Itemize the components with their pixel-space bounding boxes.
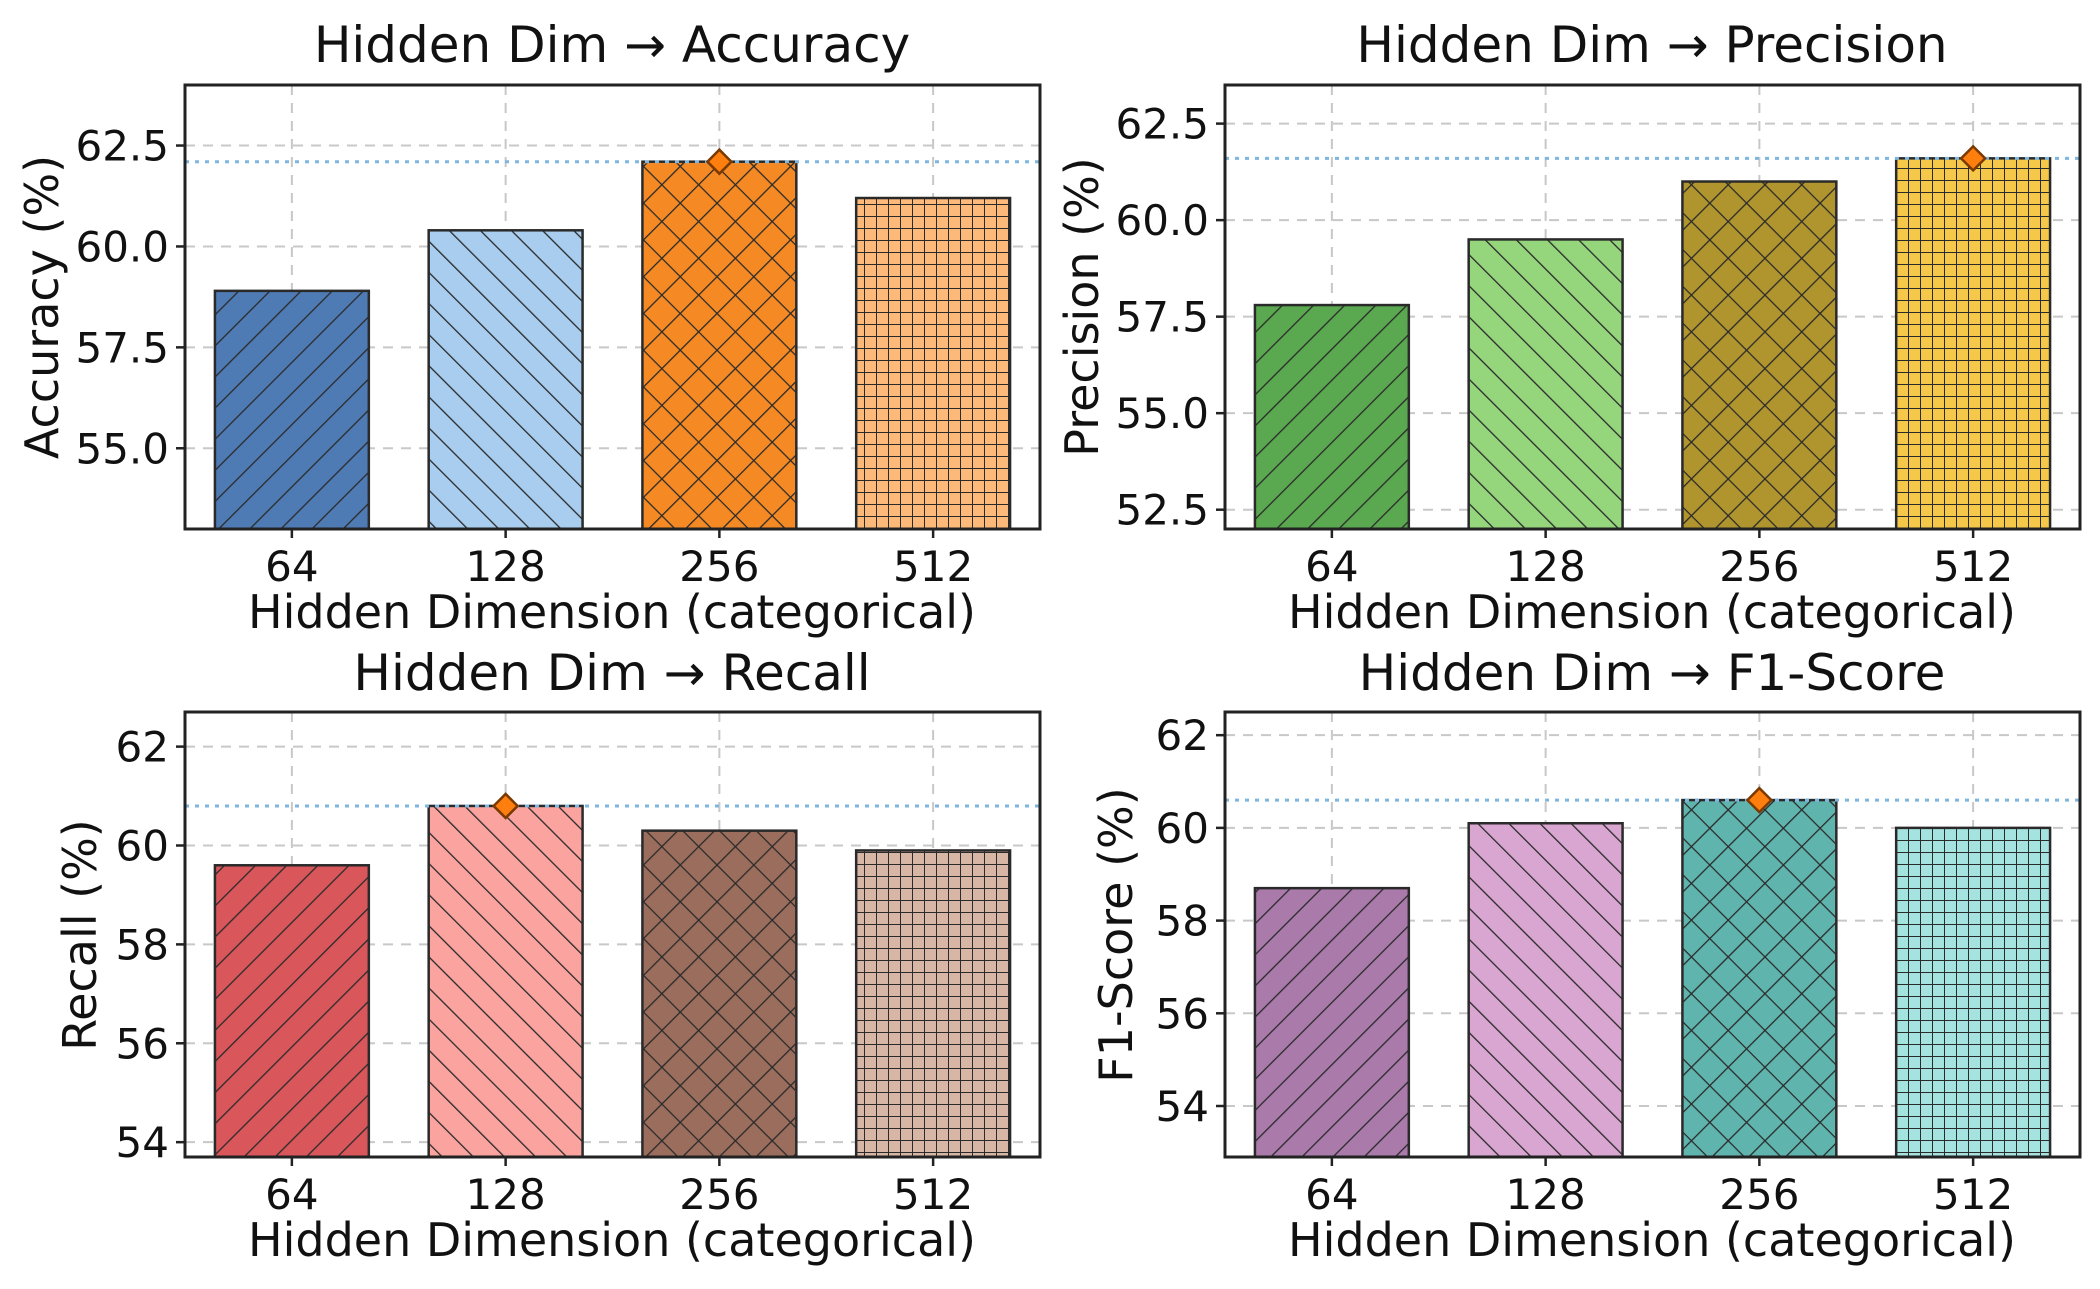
y-axis-label: Accuracy (%) [15,155,69,459]
bar-hatch-256 [641,160,798,531]
x-tick-label: 256 [1719,542,1799,591]
bar-hatch-64 [213,864,371,1159]
x-tick-label: 512 [893,1170,973,1219]
bar-hatch-256 [641,829,798,1159]
x-tick-label: 512 [1933,1170,2013,1219]
x-tick-label: 64 [265,542,318,591]
bar-hatch-256 [1681,180,1838,531]
y-tick-label: 60.0 [1115,196,1209,245]
y-tick-label: 57.5 [75,323,169,372]
y-tick-label: 60 [116,822,169,871]
bar-hatch-128 [1467,238,1624,531]
x-tick-label: 128 [1506,1170,1586,1219]
bar-hatch-512 [1894,157,2052,531]
bar-hatch-128 [427,229,584,531]
x-tick-label: 128 [1506,542,1586,591]
y-axis-label: Precision (%) [1055,157,1109,456]
panel-title: Hidden Dim → Precision [1356,16,1947,74]
x-axis-label: Hidden Dimension (categorical) [248,1213,976,1267]
y-tick-label: 62 [1156,711,1209,760]
y-axis-label: Recall (%) [53,819,107,1050]
best-marker [491,792,520,820]
y-tick-label: 62.5 [1115,100,1209,149]
panel-title: Hidden Dim → Accuracy [314,16,910,74]
y-tick-label: 54 [1156,1082,1209,1131]
x-axis-label: Hidden Dimension (categorical) [1288,585,2016,639]
best-marker [1745,786,1774,814]
y-tick-label: 60 [1156,804,1209,853]
plot-frame [1223,710,2082,1159]
x-tick-label: 256 [1719,1170,1799,1219]
panel-accuracy: Hidden Dim → Accuracy Accuracy (%) Hidde… [15,16,1042,639]
panel-title: Hidden Dim → Recall [353,644,870,702]
bar-hatch-64 [213,289,371,531]
y-tick-label: 55.0 [75,424,169,473]
y-axis-label: F1-Score (%) [1089,787,1143,1082]
plot-frame [1223,83,2082,531]
y-tick-label: 58 [1156,897,1209,946]
panel-title: Hidden Dim → F1-Score [1359,644,1946,702]
x-tick-label: 256 [679,542,759,591]
y-tick-label: 55.0 [1115,389,1209,438]
x-tick-label: 512 [1933,542,2013,591]
x-tick-label: 512 [893,542,973,591]
bar-hatch-64 [1253,303,1411,531]
panel-precision: Hidden Dim → Precision Precision (%) Hid… [1055,16,2082,639]
plot-frame [183,710,1042,1159]
bar-hatch-512 [1894,826,2052,1159]
x-axis-label: Hidden Dimension (categorical) [248,585,976,639]
bar-hatch-512 [854,196,1012,531]
x-tick-label: 128 [466,1170,546,1219]
best-marker [1959,144,1987,173]
plot-frame [183,83,1042,531]
bar-hatch-128 [427,804,584,1159]
x-tick-label: 64 [265,1170,318,1219]
y-tick-label: 57.5 [1115,293,1209,342]
y-tick-label: 54 [116,1118,169,1167]
x-tick-label: 128 [466,542,546,591]
bar-hatch-256 [1681,798,1838,1159]
x-tick-label: 256 [679,1170,759,1219]
bar-hatch-512 [854,849,1012,1159]
y-tick-label: 62 [116,723,169,772]
y-tick-label: 52.5 [1115,486,1209,535]
y-tick-label: 58 [116,920,169,969]
best-marker [705,147,734,176]
x-axis-label: Hidden Dimension (categorical) [1288,1213,2016,1267]
y-tick-label: 56 [116,1019,169,1068]
y-tick-label: 56 [1156,989,1209,1038]
bar-hatch-64 [1253,886,1411,1159]
bar-hatch-128 [1467,822,1624,1159]
y-tick-label: 62.5 [75,122,169,171]
x-tick-label: 64 [1305,1170,1358,1219]
x-tick-label: 64 [1305,542,1358,591]
panel-recall: Hidden Dim → Recall Recall (%) Hidden Di… [53,644,1042,1267]
y-tick-label: 60.0 [75,222,169,271]
panel-f1-score: Hidden Dim → F1-Score F1-Score (%) Hidde… [1089,644,2082,1267]
